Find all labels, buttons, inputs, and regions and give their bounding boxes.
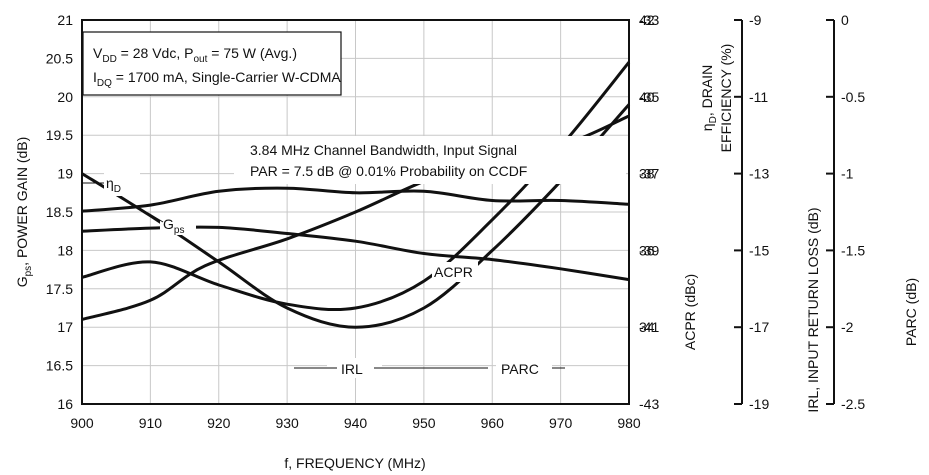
y-tick-label-irl: -17 [749,319,769,335]
y-tick-label-parc: -1 [841,166,854,182]
y-tick-label-gain: 16 [57,396,73,412]
x-tick-label: 940 [344,415,368,431]
y-tick-label-gain: 20 [57,89,73,105]
y-tick-label-efficiency: 34 [639,319,655,335]
y-tick-label-gain: 18.5 [46,204,73,220]
y-axis-title-efficiency-2: EFFICIENCY (%) [718,44,734,153]
curve-label-eta: ηD [106,175,121,195]
x-tick-label: 920 [207,415,231,431]
conditions-line1: VDD = 28 Vdc, Pout = 75 W (Avg.) [93,45,297,65]
x-tick-label: 950 [412,415,436,431]
y-tick-label-parc: -0.5 [841,89,865,105]
conditions-box [82,31,342,96]
annotation-line1: 3.84 MHz Channel Bandwidth, Input Signal [250,142,517,158]
y-tick-label-efficiency: 38 [639,166,655,182]
y-tick-label-acpr: -41 [639,319,659,335]
curve-label-gps-leader [147,212,164,223]
y-axis-title-parc: PARC (dB) [903,278,919,346]
label-bg-parc [496,358,552,378]
curve-label-acpr: ACPR [434,264,473,280]
x-tick-label: 930 [275,415,299,431]
series-line-gain [81,186,630,213]
curve-label-parc: PARC [501,361,539,377]
conditions-line2: IDQ = 1700 mA, Single-Carrier W-CDMA [93,69,341,89]
y-tick-label-irl: -11 [749,89,768,105]
y-tick-label-gain: 18 [57,242,73,258]
y-tick-label-efficiency: 42 [639,12,655,28]
y-tick-label-parc: -1.5 [841,242,865,258]
y-tick-label-parc: -2 [841,319,854,335]
y-tick-label-parc: -2.5 [841,396,865,412]
annotation-line2: PAR = 7.5 dB @ 0.01% Probability on CCDF [250,163,527,179]
x-axis-title: f, FREQUENCY (MHz) [284,455,425,471]
y-tick-label-gain: 20.5 [46,50,73,66]
y-tick-label-irl: -19 [749,396,769,412]
y-tick-label-acpr: -37 [639,166,659,182]
annotation-box [234,136,626,184]
label-bg-irl [327,358,382,378]
x-tick-label: 910 [139,415,163,431]
x-tick-label: 980 [617,415,641,431]
y-tick-label-irl: -13 [749,166,769,182]
side-axes: -9 -11 -13 -15 -17 -19 0 -0.5 -1 -1.5 -2 -2.5 [734,12,865,412]
grid [81,19,630,405]
y-tick-label-gain: 16.5 [46,358,73,374]
curve-label-irl: IRL [341,361,363,377]
y-axis-title-irl: IRL, INPUT RETURN LOSS (dB) [805,207,821,412]
y-tick-label-irl: -9 [749,12,762,28]
y-tick-label-gain: 19.5 [46,127,73,143]
y-tick-label-gain: 21 [57,12,73,28]
y-tick-label-acpr: -39 [639,242,659,258]
label-bg-acpr [432,262,478,282]
curve-label-gps: Gps [163,216,184,236]
y-tick-label-gain: 19 [57,166,73,182]
tick-labels: 900 910 920 930 940 950 960 970 980 16 16.5 17 17.5 1… [46,12,660,431]
y-tick-label-irl: -15 [749,242,769,258]
y-tick-label-parc: 0 [841,12,849,28]
y-axis-title-efficiency-1: ηD, DRAIN [699,65,719,131]
x-tick-label: 970 [549,415,573,431]
y-tick-label-gain: 17 [57,319,73,335]
label-bg-gps [160,213,196,235]
y-tick-label-acpr: -43 [639,396,659,412]
y-tick-label-acpr: -35 [639,89,659,105]
x-tick-label: 900 [70,415,94,431]
y-tick-label-acpr: -33 [639,12,659,28]
label-bg-eta [104,172,140,196]
y-tick-label-gain: 17.5 [46,281,73,297]
plot-frame [81,19,630,405]
y-tick-label-efficiency: 36 [639,242,655,258]
y-tick-label-efficiency: 40 [639,89,655,105]
y-axis-title-gain: Gps, POWER GAIN (dB) [14,137,34,288]
y-axis-title-acpr: ACPR (dBc) [682,274,698,350]
x-tick-label: 960 [481,415,505,431]
